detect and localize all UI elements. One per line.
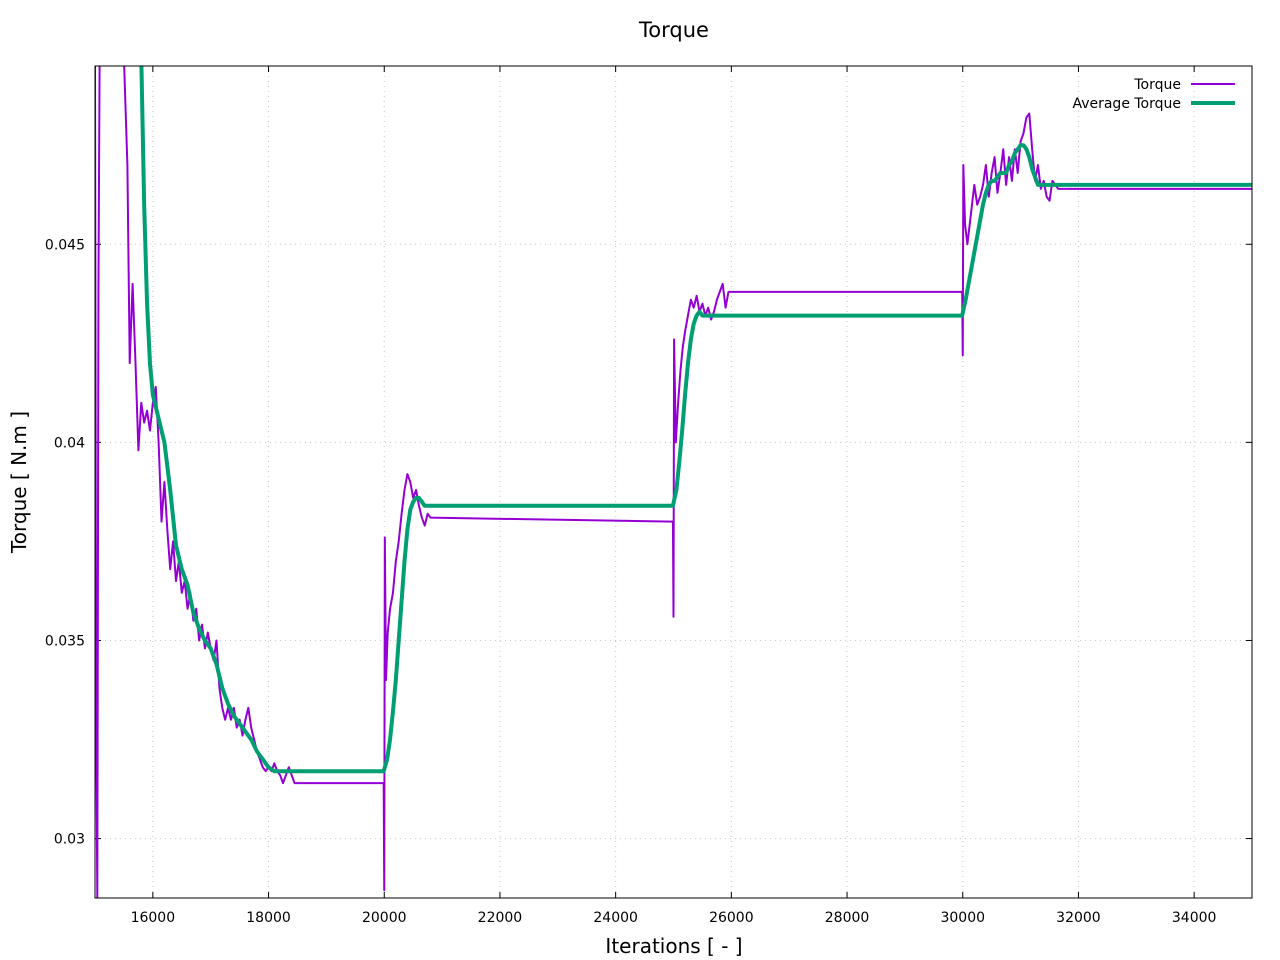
y-tick-label: 0.03 [54, 832, 85, 848]
data-series [95, 66, 1252, 898]
x-tick-label: 26000 [709, 910, 754, 926]
x-tick-label: 18000 [246, 910, 291, 926]
legend-label: Average Torque [1072, 96, 1181, 112]
x-tick-label: 34000 [1172, 910, 1217, 926]
x-tick-label: 16000 [131, 910, 176, 926]
plot-frame [94, 65, 1253, 899]
grid-lines [95, 66, 1252, 898]
x-tick-label: 24000 [593, 910, 638, 926]
x-tick-label: 30000 [940, 910, 985, 926]
x-tick-label: 32000 [1056, 910, 1101, 926]
axis-ticks: 16000 18000 20000 22000 24000 26000 28000 30000… [45, 66, 1252, 926]
x-tick-label: 20000 [362, 910, 407, 926]
y-tick-label: 0.04 [54, 435, 85, 451]
x-axis-label: Iterations [ - ] [605, 934, 742, 958]
y-axis-label: Torque [ N.m ] [7, 411, 31, 554]
legend: Torque Average Torque [1072, 77, 1235, 112]
legend-label: Torque [1133, 77, 1181, 93]
x-tick-label: 22000 [478, 910, 523, 926]
y-tick-label: 0.045 [45, 237, 85, 253]
chart-title: Torque [638, 18, 709, 42]
y-tick-label: 0.035 [45, 633, 85, 649]
average-torque-series-line [139, 66, 1252, 774]
x-tick-label: 28000 [825, 910, 870, 926]
